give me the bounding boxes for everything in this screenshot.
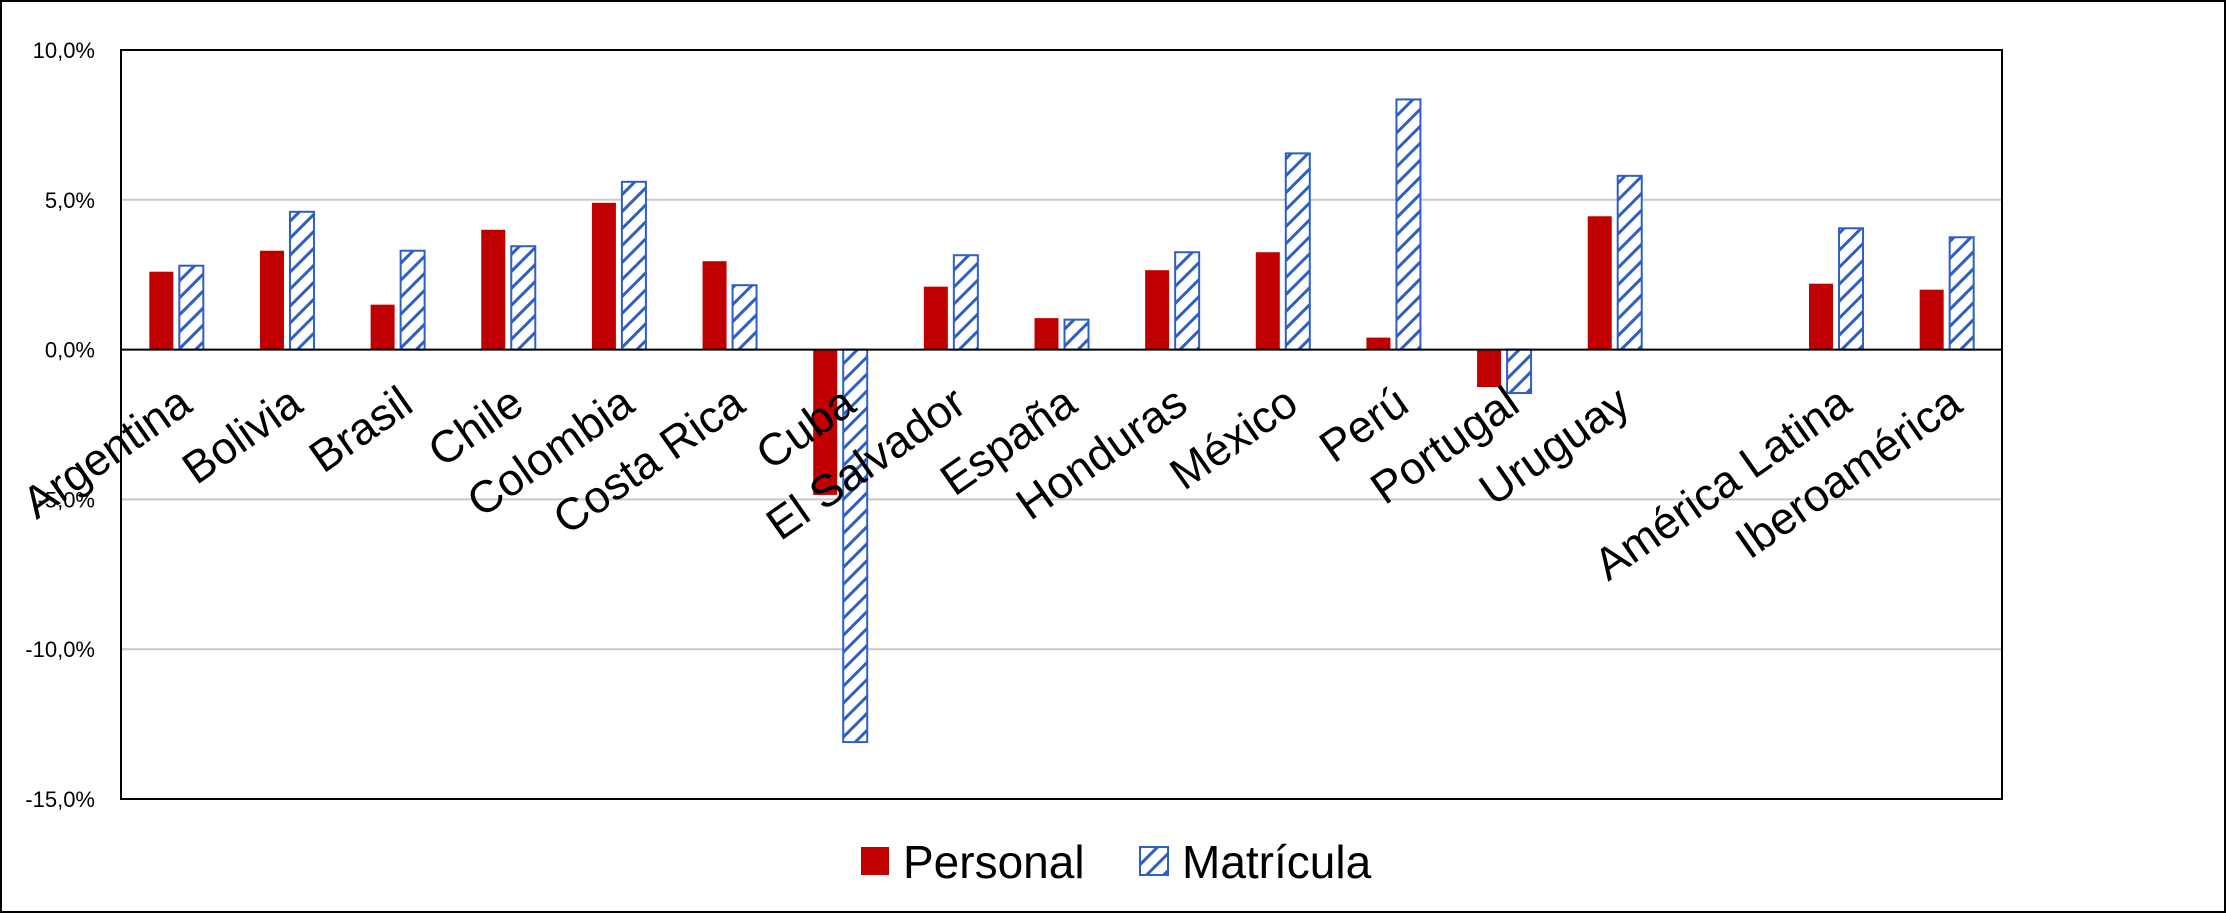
y-tick-label: 5,0% [45, 188, 95, 213]
plot-area-frame [120, 49, 2003, 800]
gridlines [121, 198, 2002, 651]
bar-matricula [1838, 227, 1865, 351]
bar-matricula [1616, 174, 1643, 351]
bar-matricula [1948, 236, 1975, 351]
bar-personal [149, 271, 174, 350]
y-tick-label: 10,0% [33, 38, 95, 63]
bar-personal [1034, 318, 1059, 350]
bar-matricula [620, 180, 647, 351]
legend-item-matricula: Matrícula [1139, 836, 1372, 888]
legend-label-matricula: Matrícula [1182, 836, 1372, 888]
bar-matricula [1174, 251, 1201, 351]
bar-personal [1587, 216, 1612, 350]
bar-matricula [510, 245, 537, 351]
bar-personal [923, 286, 948, 350]
y-axis-tick-labels: 10,0% 5,0% 0,0% -5,0% -10,0% -15,0% [25, 38, 95, 812]
bar-personal [370, 304, 395, 350]
bar-personal [1809, 283, 1834, 350]
y-tick-label: -10,0% [25, 637, 95, 662]
bar-matricula [399, 249, 426, 351]
bar-personal [1477, 349, 1502, 388]
bar-personal [1366, 337, 1391, 350]
bars [149, 98, 1975, 744]
bar-personal [481, 229, 506, 350]
bar-matricula [288, 210, 315, 351]
legend-swatch-matricula [1139, 846, 1169, 876]
bar-personal [813, 349, 838, 495]
bar-personal [1255, 252, 1280, 350]
bar-matricula [1063, 318, 1090, 351]
legend-label-personal: Personal [903, 836, 1085, 888]
legend-swatch-personal [861, 847, 889, 875]
bar-personal [259, 250, 284, 350]
bar-matricula [952, 254, 979, 351]
bar-personal [591, 202, 616, 350]
y-tick-label: -5,0% [38, 487, 95, 512]
legend-item-personal: Personal [861, 836, 1085, 888]
bar-matricula [1506, 348, 1533, 395]
bar-personal [702, 261, 727, 350]
bar-personal [1919, 289, 1944, 350]
bar-matricula [1395, 98, 1422, 351]
y-tick-label: -15,0% [25, 787, 95, 812]
legend: Personal Matrícula [861, 836, 1372, 888]
bar-matricula [1284, 152, 1311, 351]
y-tick-label: 0,0% [45, 338, 95, 363]
bar-personal [1145, 270, 1170, 350]
bar-matricula [731, 284, 758, 351]
bar-matricula [178, 264, 205, 351]
